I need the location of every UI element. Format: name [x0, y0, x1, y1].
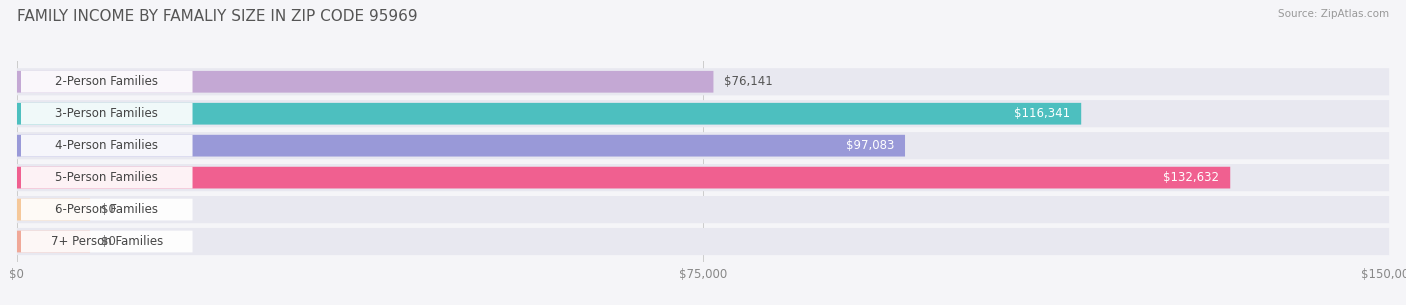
Text: 4-Person Families: 4-Person Families: [55, 139, 159, 152]
Text: 3-Person Families: 3-Person Families: [55, 107, 159, 120]
FancyBboxPatch shape: [21, 71, 193, 93]
FancyBboxPatch shape: [17, 196, 1389, 223]
Text: Source: ZipAtlas.com: Source: ZipAtlas.com: [1278, 9, 1389, 19]
FancyBboxPatch shape: [17, 135, 905, 156]
FancyBboxPatch shape: [17, 100, 1389, 127]
FancyBboxPatch shape: [21, 167, 193, 188]
FancyBboxPatch shape: [21, 199, 193, 221]
Text: $132,632: $132,632: [1163, 171, 1219, 184]
Text: FAMILY INCOME BY FAMALIY SIZE IN ZIP CODE 95969: FAMILY INCOME BY FAMALIY SIZE IN ZIP COD…: [17, 9, 418, 24]
FancyBboxPatch shape: [17, 132, 1389, 159]
FancyBboxPatch shape: [17, 164, 1389, 191]
FancyBboxPatch shape: [1002, 106, 1078, 122]
Text: 2-Person Families: 2-Person Families: [55, 75, 159, 88]
FancyBboxPatch shape: [21, 231, 193, 253]
Text: $116,341: $116,341: [1014, 107, 1070, 120]
FancyBboxPatch shape: [17, 103, 1081, 124]
FancyBboxPatch shape: [17, 71, 713, 93]
FancyBboxPatch shape: [21, 103, 193, 124]
FancyBboxPatch shape: [17, 167, 1230, 188]
Text: 7+ Person Families: 7+ Person Families: [51, 235, 163, 248]
FancyBboxPatch shape: [17, 199, 90, 221]
Text: $76,141: $76,141: [724, 75, 773, 88]
FancyBboxPatch shape: [17, 231, 90, 253]
FancyBboxPatch shape: [17, 68, 1389, 95]
FancyBboxPatch shape: [21, 135, 193, 156]
FancyBboxPatch shape: [17, 228, 1389, 255]
Text: 5-Person Families: 5-Person Families: [55, 171, 159, 184]
Text: $0: $0: [101, 235, 115, 248]
Text: $0: $0: [101, 203, 115, 216]
FancyBboxPatch shape: [827, 138, 903, 153]
Text: 6-Person Families: 6-Person Families: [55, 203, 159, 216]
FancyBboxPatch shape: [1152, 170, 1227, 185]
Text: $97,083: $97,083: [845, 139, 894, 152]
